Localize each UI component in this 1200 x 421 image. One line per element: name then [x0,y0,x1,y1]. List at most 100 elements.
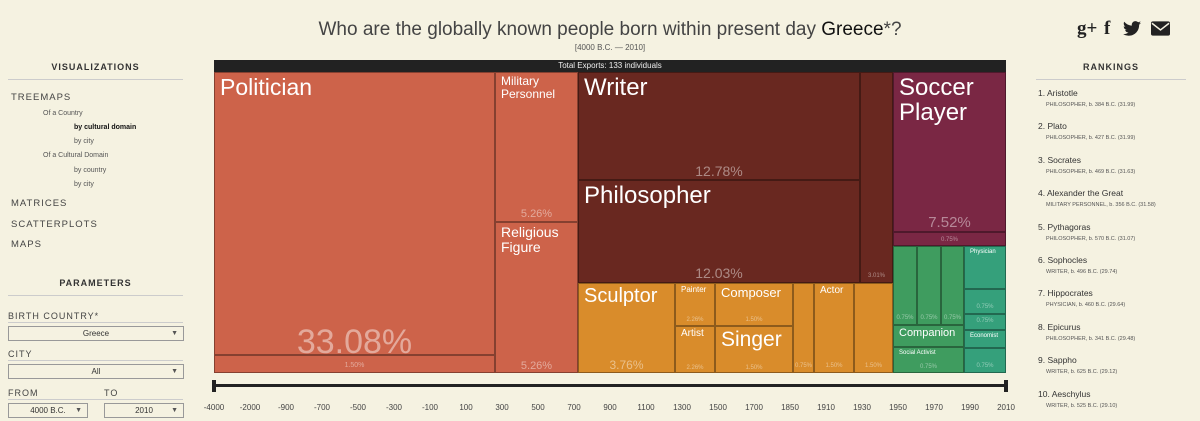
treemap-cell-percent: 0.75% [976,318,994,324]
nav-matrices[interactable]: MATRICES [11,198,68,209]
email-icon[interactable] [1151,21,1170,41]
timeline-tick-label: 1950 [889,403,907,412]
treemap-cell[interactable]: Philosopher 12.03% [578,180,860,283]
treemap-cell[interactable]: Painter 2.26% [675,283,715,326]
treemap-cell[interactable]: Physician [964,246,1006,289]
divider [8,79,183,80]
timeline-tick-label: -700 [313,403,330,412]
ranking-name[interactable]: 4. Alexander the Great [1038,188,1124,199]
timeline-start-handle[interactable] [212,380,216,392]
treemap-cell[interactable]: 0.75% [941,246,964,325]
twitter-icon[interactable] [1123,21,1141,41]
timeline-end-handle[interactable] [1004,380,1008,392]
treemap-cell[interactable]: 0.75% [793,283,814,373]
timeline-tick-label: 2010 [997,403,1015,412]
treemap-cell[interactable]: 0.75% [964,289,1006,314]
nav-by-country[interactable]: by country [74,167,107,174]
title-suffix: *? [883,19,902,40]
ranking-detail: PHILOSOPHER, b. 570 B.C. (31.07) [1046,235,1136,242]
ranking-name[interactable]: 9. Sappho [1038,355,1077,366]
nav-of-a-country[interactable]: Of a Country [43,110,83,117]
ranking-name[interactable]: 3. Socrates [1038,154,1081,165]
treemap-cell-label: Writer [584,74,648,101]
treemap-cell-percent: 1.50% [745,317,763,323]
treemap-cell[interactable]: Actor 1.50% [814,283,854,373]
treemap-cell[interactable]: Social Activist 0.75% [893,347,964,373]
treemap-cell[interactable]: Writer 12.78% [578,72,860,180]
ranking-name[interactable]: 1. Aristotle [1038,88,1078,98]
ranking-detail: MILITARY PERSONNEL, b. 356 B.C. (31.58) [1046,202,1156,209]
to-label: TO [104,388,119,398]
treemap-cell[interactable]: Religious Figure 5.26% [495,222,578,373]
birth-country-select[interactable]: Greece ▼ [8,326,184,341]
nav-of-a-cultural-domain[interactable]: Of a Cultural Domain [43,152,109,159]
visualizations-heading: VISUALIZATIONS [51,62,140,72]
nav-scatterplots[interactable]: SCATTERPLOTS [11,219,98,230]
treemap-cell-percent: 0.75% [920,315,938,321]
chevron-down-icon: ▼ [171,407,178,414]
nav-by-city-2[interactable]: by city [74,181,94,188]
treemap-cell[interactable]: Singer 1.50% [715,326,793,373]
treemap-cell-label: Economist [970,333,999,339]
ranking-name[interactable]: 8. Epicurus [1038,321,1081,332]
treemap-cell[interactable]: Economist [964,330,1006,348]
treemap-cell-percent: 7.52% [928,214,971,231]
birth-country-value: Greece [82,329,110,338]
treemap-cell[interactable]: 0.75% [893,246,917,325]
treemap-cell[interactable]: Sculptor 3.76% [578,283,675,373]
date-range: [4000 B.C. — 2010] [574,43,646,52]
treemap[interactable]: Total Exports: 133 individuals Politicia… [214,60,1006,373]
treemap-cell-percent: 3.01% [867,273,885,279]
ranking-name[interactable]: 7. Hippocrates [1038,288,1093,299]
treemap-cell-label: Sculptor [584,285,658,307]
treemap-cell-percent: 0.75% [794,363,812,369]
timeline-tick-label: 1500 [709,403,727,412]
treemap-cell[interactable]: Military Personnel 5.26% [495,72,578,222]
ranking-name[interactable]: 6. Sophocles [1038,255,1088,265]
treemap-cell[interactable]: Soccer Player 7.52% [893,72,1006,232]
treemap-cell[interactable]: 0.75% [964,314,1006,330]
treemap-cell-label: Physician [970,249,996,255]
from-select[interactable]: 4000 B.C. ▼ [8,403,88,418]
treemap-cell-percent: 12.03% [695,265,743,281]
google-plus-icon[interactable]: g+ [1077,18,1098,39]
treemap-cell[interactable]: Composer 1.50% [715,283,793,326]
treemap-cell-percent: 0.75% [940,237,958,243]
timeline-slider[interactable] [214,384,1006,387]
birth-country-label: BIRTH COUNTRY* [8,311,100,321]
treemap-cell[interactable]: 1.50% [854,283,893,373]
nav-by-city[interactable]: by city [74,138,94,145]
ranking-detail: WRITER, b. 525 B.C. (29.10) [1046,402,1118,409]
treemap-cell[interactable]: Artist 2.26% [675,326,715,373]
treemap-cell[interactable]: Companion [893,325,964,347]
treemap-cell[interactable]: 0.75% [964,348,1006,373]
timeline-tick-label: -2000 [239,403,261,412]
chevron-down-icon: ▼ [171,368,178,375]
treemap-cell-percent: 5.26% [520,360,553,372]
city-select[interactable]: All ▼ [8,364,184,379]
to-select[interactable]: 2010 ▼ [104,403,184,418]
timeline-tick-label: 1910 [817,403,835,412]
treemap-cell[interactable]: Politician 33.08% [214,72,495,355]
divider [8,360,183,361]
ranking-name[interactable]: 10. Aeschylus [1038,388,1091,399]
treemap-cell-label: Religious Figure [501,224,559,255]
timeline-tick-label: -500 [349,403,366,412]
nav-maps[interactable]: MAPS [11,239,42,250]
treemap-cell[interactable]: 0.75% [917,246,941,325]
treemap-cell[interactable]: 0.75% [893,232,1006,246]
treemap-cell[interactable]: 3.01% [860,72,893,283]
divider [8,322,183,323]
nav-treemaps[interactable]: TREEMAPS [11,92,72,103]
timeline-tick-label: 900 [603,403,617,412]
ranking-name[interactable]: 5. Pythagoras [1038,221,1091,232]
nav-by-cultural-domain[interactable]: by cultural domain [74,124,137,131]
treemap-cell-percent: 33.08% [296,323,413,355]
timeline-tick-label: 1970 [925,403,943,412]
facebook-icon[interactable]: f [1104,18,1111,39]
treemap-cell-label: Painter [681,285,707,294]
ranking-name[interactable]: 2. Plato [1038,121,1067,132]
from-label: FROM [8,388,39,398]
treemap-cell[interactable]: 1.50% [214,355,495,373]
treemap-cell-label: Composer [721,285,781,300]
